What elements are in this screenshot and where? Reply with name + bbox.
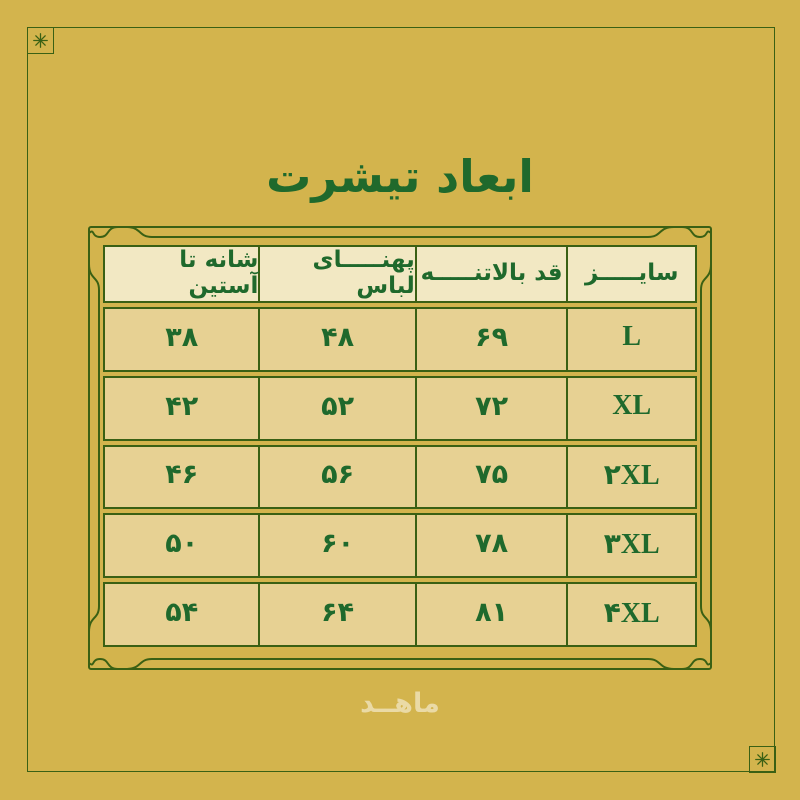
cell-garment-width: ۵۲	[258, 377, 414, 439]
page-title: ابعاد تیشرت	[266, 150, 534, 203]
frame-ornament	[88, 226, 712, 670]
cell-shoulder-to-sleeve: ۴۲	[165, 390, 199, 422]
cell-garment-width: ۶۴	[258, 584, 414, 645]
cell-shoulder-to-sleeve: ۴۶	[165, 459, 199, 491]
cell-shoulder-to-sleeve: ۳۸	[165, 321, 199, 353]
size-table-header-row: سایـــــز قد بالاتنـــــه پهنـــــای لبا…	[103, 245, 697, 303]
table-row: XL ۷۲ ۵۲ ۴۲	[103, 375, 697, 441]
cell-size: ۳XL	[566, 515, 695, 577]
cell-shoulder-to-sleeve: ۵۰	[165, 528, 199, 560]
cell-shoulder-to-sleeve: ۵۴	[165, 597, 199, 629]
page-border	[26, 26, 776, 773]
cell-torso-length: ۷۲	[414, 377, 567, 439]
cell-torso-length: ۷۵	[414, 446, 567, 508]
size-table: سایـــــز قد بالاتنـــــه پهنـــــای لبا…	[103, 245, 697, 647]
header-shoulder-to-sleeve: شانه تا آستین	[179, 247, 259, 299]
corner-ornament-top-left	[26, 26, 54, 54]
table-row: ۳XL ۷۸ ۶۰ ۵۰	[103, 513, 697, 579]
cell-size: ۲XL	[566, 446, 695, 508]
decorative-table-frame: سایـــــز قد بالاتنـــــه پهنـــــای لبا…	[86, 224, 714, 672]
star-icon	[32, 32, 48, 48]
star-icon	[754, 751, 770, 767]
cell-torso-length: ۷۸	[414, 515, 567, 577]
header-torso-length: قد بالاتنـــــه	[414, 247, 567, 301]
cell-size: ۴XL	[566, 584, 695, 645]
table-row: ۲XL ۷۵ ۵۶ ۴۶	[103, 444, 697, 510]
header-garment-width: پهنـــــای لباس	[258, 247, 415, 301]
cell-torso-length: ۶۹	[414, 309, 567, 370]
cell-garment-width: ۴۸	[258, 309, 414, 370]
table-row: ۴XL ۸۱ ۶۴ ۵۴	[103, 582, 697, 647]
cell-torso-length: ۸۱	[414, 584, 567, 645]
table-row: L ۶۹ ۴۸ ۳۸	[103, 307, 697, 372]
brand-logo: ماهــد	[360, 688, 440, 719]
header-size: سایـــــز	[566, 247, 695, 301]
cell-garment-width: ۵۶	[258, 446, 414, 508]
cell-garment-width: ۶۰	[258, 515, 414, 577]
cell-size: L	[566, 309, 695, 370]
cell-size: XL	[566, 377, 695, 439]
corner-ornament-bottom-right	[748, 745, 776, 773]
